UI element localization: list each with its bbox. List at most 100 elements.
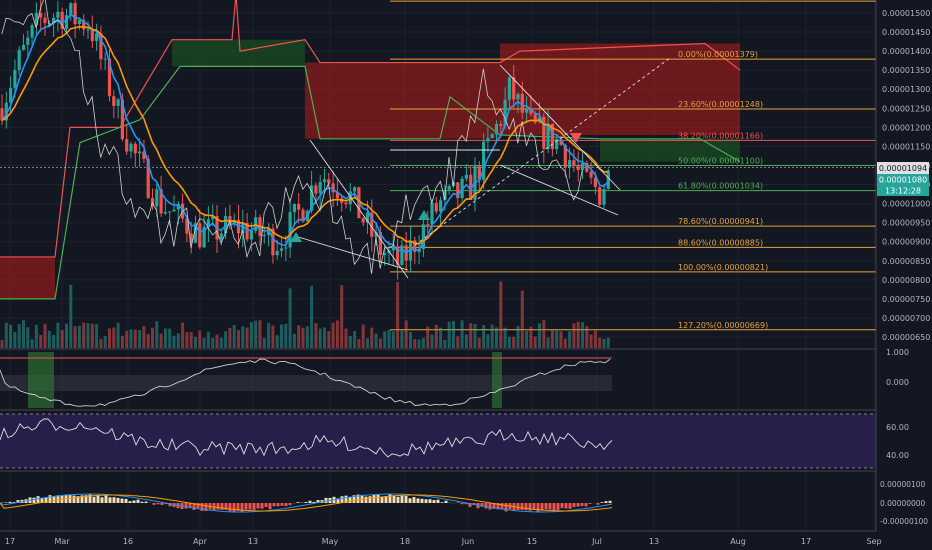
candle-body <box>9 87 13 103</box>
macd-histogram-bar <box>252 503 256 511</box>
volume-bar <box>310 285 314 348</box>
candle-body <box>241 222 245 234</box>
fib-level-label: 38.20%(0.00001166) <box>678 131 763 140</box>
trendline-drawings[interactable] <box>290 57 671 279</box>
candle-body <box>439 200 443 212</box>
volume-bar <box>228 327 232 348</box>
candle-body <box>172 209 176 212</box>
volume-bar <box>400 330 404 348</box>
volume-bar <box>443 339 447 348</box>
volume-bar <box>297 325 301 348</box>
candle-body <box>370 212 374 237</box>
candle-body <box>206 219 210 227</box>
macd-histogram-bar <box>324 497 328 503</box>
volume-bar <box>538 323 541 348</box>
candle-body <box>589 171 593 178</box>
volume-bar <box>30 339 34 348</box>
macd-histogram-bar <box>116 497 120 503</box>
macd-histogram-bar <box>420 498 424 503</box>
rsi-pane <box>0 413 876 469</box>
trendline[interactable] <box>499 64 621 191</box>
candle-body <box>86 29 90 31</box>
volume-bar <box>232 324 236 348</box>
macd-axis-label: 0.00000100 <box>880 480 926 489</box>
volume-bar <box>99 339 103 348</box>
volume-bar <box>163 328 167 348</box>
trendline[interactable] <box>294 235 409 271</box>
volume-bar <box>77 325 81 348</box>
price-axis-label: 0.00000700 <box>882 314 930 323</box>
macd-histogram-bar <box>384 496 388 503</box>
volume-bar <box>292 333 296 348</box>
volume-bar <box>245 327 249 348</box>
candle-body <box>602 189 606 205</box>
candle-body <box>56 11 60 18</box>
time-axis-label: Apr <box>193 537 208 546</box>
volume-bar <box>490 324 494 348</box>
volume-bar <box>198 330 202 348</box>
fib-level-label: 23.60%(0.00001248) <box>678 100 763 109</box>
macd-histogram-bar <box>128 501 132 503</box>
macd-histogram-bar <box>340 496 344 503</box>
volume-bar <box>34 324 38 348</box>
volume-bar <box>271 325 275 348</box>
trendline[interactable] <box>309 139 409 279</box>
macd-histogram-bar <box>588 503 592 504</box>
time-axis-bg <box>0 532 932 550</box>
macd-histogram-bar <box>152 503 156 505</box>
macd-histogram-bar <box>88 494 92 503</box>
candle-body <box>30 25 34 38</box>
candle-body <box>176 203 180 210</box>
macd-histogram-bar <box>404 496 408 503</box>
volume-bar <box>82 322 86 348</box>
candle-body <box>335 192 339 199</box>
cloud-segment <box>600 138 740 162</box>
oscillator-axis-label: 1.000 <box>886 348 909 357</box>
current-price-tag: 0.00001094 0.00001080 13:12:28 <box>877 162 929 196</box>
macd-histogram-bar <box>248 503 252 510</box>
volume-bar <box>258 320 262 348</box>
volume-bar <box>421 337 425 348</box>
candle-body <box>64 15 69 29</box>
volume-bar <box>331 322 335 348</box>
candle-body <box>563 144 567 168</box>
macd-histogram-bar <box>284 503 288 507</box>
candle-body <box>82 19 86 30</box>
candle-body <box>133 143 137 154</box>
candle-body <box>430 202 434 225</box>
volume-bar <box>224 331 228 348</box>
candle-body <box>168 211 172 213</box>
trendline[interactable] <box>414 57 671 246</box>
countdown-box <box>877 185 929 196</box>
candle-body <box>125 139 129 152</box>
trendline[interactable] <box>499 164 619 216</box>
macd-histogram-bar <box>568 503 572 509</box>
candle-body <box>310 185 314 211</box>
candle-body <box>568 160 572 168</box>
volume-bar <box>568 331 572 348</box>
macd-histogram-bar <box>516 503 520 510</box>
candle-body <box>507 77 511 100</box>
macd-histogram-bar <box>548 503 552 510</box>
candle-body <box>275 250 279 256</box>
candle-body <box>155 189 159 207</box>
volume-bar <box>426 326 430 348</box>
volume-bar <box>563 338 567 348</box>
macd-histogram-bar <box>396 496 400 503</box>
time-axis[interactable]: 17 Mar 16 Apr 13 May 18 Jun 15 Jul 13 Aug 17 Sep <box>0 532 932 550</box>
price-axis-label: 0.00001200 <box>882 123 930 132</box>
volume-bar <box>60 330 64 348</box>
volume-bar <box>353 331 357 348</box>
buy-signal-arrow <box>290 232 302 242</box>
macd-histogram-bar <box>228 503 232 512</box>
candle-body <box>202 226 206 248</box>
candle-body <box>555 138 559 150</box>
macd-histogram-bar <box>596 503 600 505</box>
macd-histogram-bar <box>400 495 404 503</box>
volume-bar <box>477 337 481 348</box>
buy-signal-arrow <box>418 210 430 220</box>
volume-bar <box>469 323 473 348</box>
candle-body <box>163 212 167 214</box>
volume-bar <box>95 324 99 348</box>
